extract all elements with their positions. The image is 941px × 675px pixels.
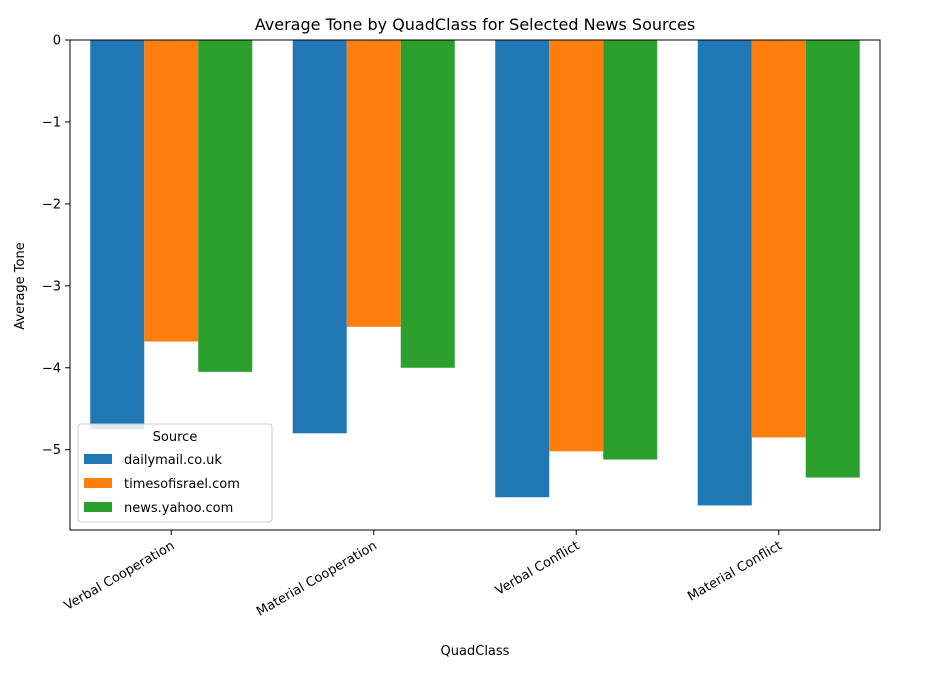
legend-box [77,423,273,523]
y-tick-label: −4 [42,361,61,376]
x-tick-label: Material Conflict [685,538,785,604]
legend-entry: news.yahoo.com [124,501,233,516]
y-axis-label: Average Tone [13,242,28,329]
x-axis: Verbal Cooperation Material Cooperation Ve… [62,530,785,620]
legend-entry: dailymail.co.uk [124,453,222,468]
bar [697,40,752,506]
y-axis: 0 −1 −2 −3 −4 −5 [42,34,70,458]
x-tick-label: Material Cooperation [254,538,380,619]
y-tick-label: −1 [42,115,61,130]
y-tick-label: 0 [53,34,61,49]
bar [751,40,806,438]
bar [144,40,199,342]
chart-title: Average Tone by QuadClass for Selected N… [255,15,695,34]
plot-frame [69,39,881,531]
x-tick-label: Verbal Conflict [493,538,582,598]
bar [400,40,455,368]
legend-entry: timesofisrael.com [124,477,240,492]
y-tick-label: −3 [42,279,61,294]
bar [603,40,658,460]
x-axis-label: QuadClass [441,644,510,659]
legend-swatch [84,478,112,488]
x-tick-label: Verbal Cooperation [62,538,177,613]
legend-swatch [84,454,112,464]
bar [346,40,401,327]
bar [495,40,550,498]
legend-swatch [84,502,112,512]
bar [549,40,604,452]
y-tick-label: −5 [42,443,61,458]
legend-title: Source [153,430,198,445]
bar [805,40,860,478]
plot-area [90,40,860,506]
legend: Source dailymail.co.uk timesofisrael.com ne… [77,423,273,523]
bar [198,40,253,372]
bar [90,40,145,430]
y-tick-label: −2 [42,197,61,212]
bar [292,40,347,434]
